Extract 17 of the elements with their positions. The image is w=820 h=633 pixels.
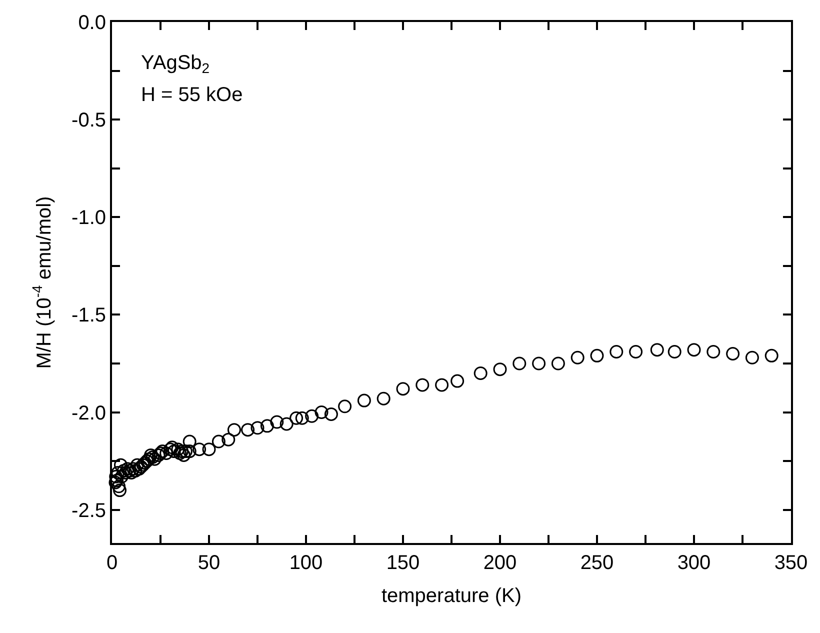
y-tick-label: -2.5 bbox=[72, 500, 106, 522]
y-tick-label: -2.0 bbox=[72, 402, 106, 424]
y-tick-label: -1.5 bbox=[72, 304, 106, 327]
x-tick-label: 350 bbox=[774, 552, 808, 574]
annotation: H = 55 kOe bbox=[141, 84, 243, 106]
annotation: YAgSb$_{2}$ bbox=[141, 52, 210, 76]
y-tick-label: -1.0 bbox=[72, 207, 106, 230]
x-tick-label: 300 bbox=[677, 552, 711, 574]
x-tick-label: 50 bbox=[198, 552, 220, 574]
x-tick-label: 0 bbox=[106, 552, 118, 574]
y-tick-label: -0.5 bbox=[72, 110, 106, 132]
x-tick-label: 250 bbox=[580, 552, 614, 574]
x-tick-label: 200 bbox=[483, 552, 517, 574]
x-tick-label: 100 bbox=[289, 552, 323, 574]
y-tick-label: 0.0 bbox=[78, 12, 106, 34]
x-axis-title: temperature (K) bbox=[381, 585, 522, 607]
x-tick-label: 150 bbox=[386, 552, 420, 574]
